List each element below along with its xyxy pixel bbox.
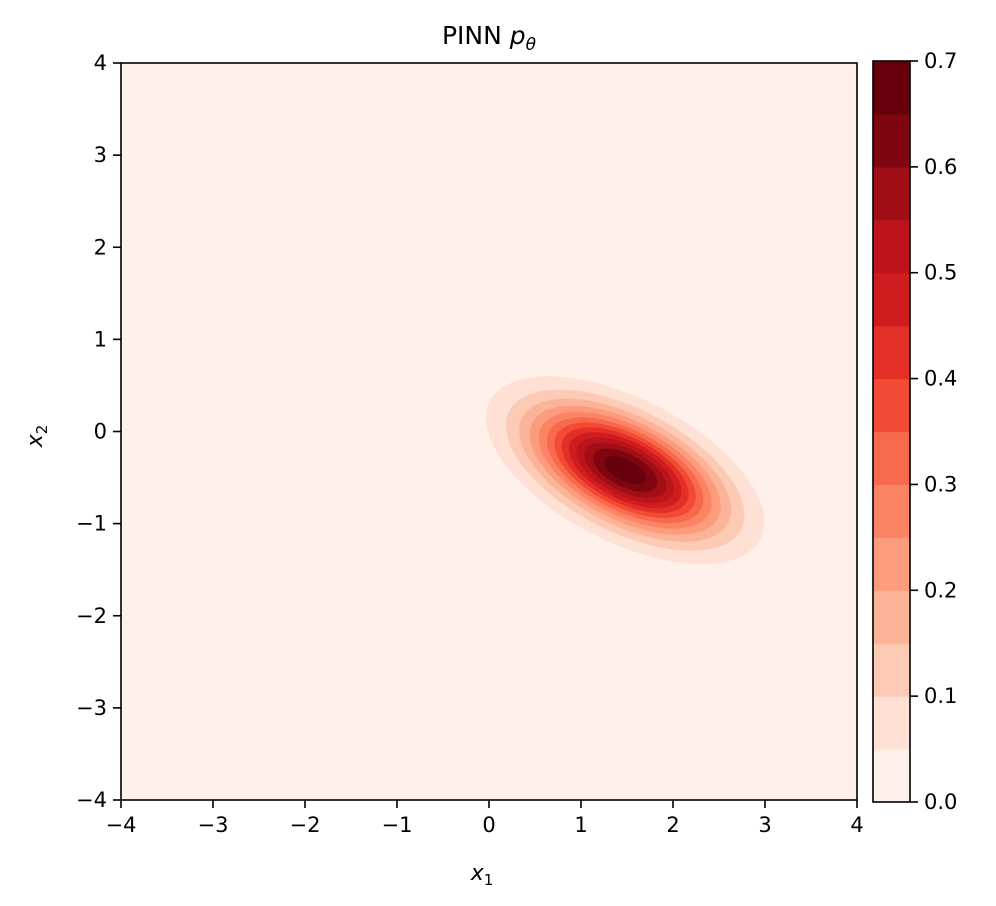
y-tick-label: −1 <box>76 512 107 536</box>
y-tick-label: −4 <box>76 788 107 812</box>
colorbar-tick-label: 0.6 <box>924 155 957 179</box>
y-tick-label: −2 <box>76 604 107 628</box>
colorbar-ticks: 0.0 0.1 0.2 0.3 0.4 0.5 0.6 0.7 <box>910 49 957 814</box>
x-tick-label: −4 <box>106 813 137 837</box>
colorbar-tick-label: 0.0 <box>924 790 957 814</box>
y-tick-label: 3 <box>94 143 107 167</box>
colorbar-tick-label: 0.2 <box>924 578 957 602</box>
y-tick-label: 0 <box>94 420 107 444</box>
colorbar-frame <box>872 60 911 803</box>
colorbar-band-11 <box>873 166 910 221</box>
x-tick-label: −1 <box>382 813 413 837</box>
x-tick-label: 1 <box>574 813 587 837</box>
colorbar-tick-label: 0.4 <box>924 367 957 391</box>
x-axis-ticks: −4 −3 −2 −1 0 1 2 3 4 <box>106 800 864 837</box>
x-tick-label: 2 <box>666 813 679 837</box>
y-tick-label: 4 <box>94 51 107 75</box>
x-tick-label: −3 <box>198 813 229 837</box>
x-tick-label: 3 <box>758 813 771 837</box>
y-axis-label: x2 <box>23 425 51 449</box>
colorbar-band-3 <box>873 590 910 644</box>
x-tick-label: 4 <box>850 813 863 837</box>
colorbar-band-4 <box>873 537 910 591</box>
colorbar-band-5 <box>873 484 910 538</box>
y-tick-label: 2 <box>94 235 107 259</box>
colorbar-tick-label: 0.1 <box>924 684 957 708</box>
chart-title: PINN pθ <box>442 21 537 55</box>
x-tick-label: 0 <box>482 813 495 837</box>
colorbar-band-13 <box>873 61 910 115</box>
contour-band-13 <box>604 456 647 485</box>
colorbar-tick-label: 0.5 <box>924 261 957 285</box>
colorbar-band-6 <box>873 431 910 486</box>
colorbar-band-7 <box>873 378 910 433</box>
colorbar-tick-label: 0.3 <box>924 472 957 496</box>
colorbar-band-0 <box>873 749 910 803</box>
colorbar-band-12 <box>873 113 910 168</box>
colorbar-band-10 <box>873 219 910 274</box>
density-contours <box>486 376 765 565</box>
y-tick-label: 1 <box>94 327 107 351</box>
colorbar-band-2 <box>873 643 910 697</box>
x-tick-label: −2 <box>290 813 321 837</box>
colorbar-tick-label: 0.7 <box>924 49 957 73</box>
colorbar-band-8 <box>873 325 910 380</box>
x-axis-label: x1 <box>470 861 494 889</box>
y-tick-label: −3 <box>76 696 107 720</box>
colorbar-band-1 <box>873 696 910 750</box>
colorbar-band-9 <box>873 272 910 327</box>
colorbar <box>873 61 910 803</box>
y-axis-ticks: −4 −3 −2 −1 0 1 2 3 4 <box>76 51 121 812</box>
